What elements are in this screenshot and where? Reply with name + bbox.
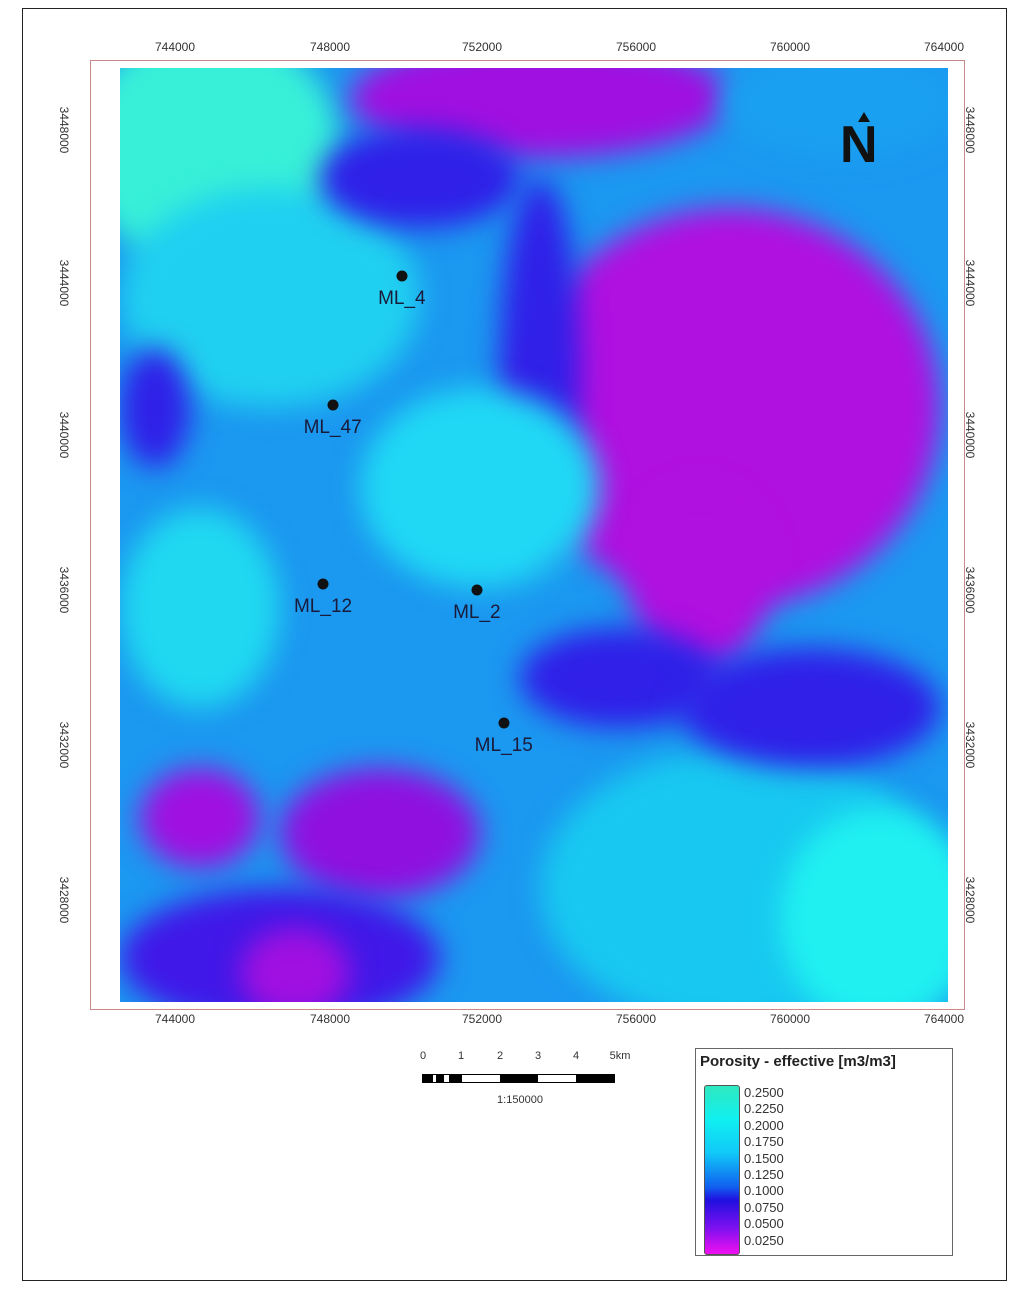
well-marker[interactable] [471,584,483,596]
north-label: N [840,116,878,174]
x-tick-label: 764000 [923,40,965,54]
high-porosity-zone [360,388,600,588]
y-tick-label: 3444000 [57,259,71,307]
legend-value: 0.0500 [744,1216,784,1232]
x-tick-label: 752000 [461,40,503,54]
low-porosity-zone [120,348,190,468]
x-tick-label: 756000 [615,40,657,54]
x-tick-label: 752000 [461,1012,503,1026]
mid-porosity-zone [720,68,948,158]
legend: Porosity - effective [m3/m3] 0.2500 0.225… [695,1048,953,1256]
x-tick-label: 756000 [615,1012,657,1026]
legend-value: 0.0250 [744,1232,784,1248]
axis-box [90,60,965,1010]
well-marker[interactable] [327,399,339,411]
color-bar [704,1085,740,1255]
well-label: ML_4 [378,288,426,310]
scale-label: 1 [457,1050,465,1062]
north-arrow-icon [858,112,870,122]
legend-value: 0.1750 [744,1134,784,1150]
y-tick-label: 3444000 [963,259,977,307]
legend-title: Porosity - effective [m3/m3] [700,1053,896,1070]
scale-label: 0 [419,1050,427,1062]
x-tick-label: 748000 [309,1012,351,1026]
well-marker[interactable] [317,578,329,590]
legend-value: 0.2250 [744,1101,784,1117]
y-tick-label: 3432000 [963,721,977,769]
y-tick-label: 3436000 [57,566,71,614]
scale-bar-graphic [422,1074,615,1083]
scale-label: 2 [496,1050,504,1062]
high-porosity-zone [120,508,280,708]
x-tick-label: 744000 [154,40,196,54]
legend-value: 0.1500 [744,1150,784,1166]
y-tick-label: 3440000 [57,411,71,459]
scale-label: 3 [534,1050,542,1062]
legend-value: 0.2000 [744,1117,784,1133]
y-tick-label: 3432000 [57,721,71,769]
y-tick-label: 3440000 [963,411,977,459]
y-tick-label: 3448000 [963,106,977,154]
x-tick-label: 744000 [154,1012,196,1026]
well-marker[interactable] [396,270,408,282]
legend-value: 0.1250 [744,1167,784,1182]
well-label: ML_2 [453,602,501,624]
legend-value: 0.0750 [744,1199,784,1215]
high-porosity-zone [780,808,948,1002]
x-tick-label: 760000 [769,1012,811,1026]
low-porosity-zone [280,768,480,898]
scale-label: 5km [609,1050,631,1062]
well-marker[interactable] [498,717,510,729]
figure-frame [22,8,1007,1281]
well-label: ML_47 [303,417,362,439]
scale-bar: 0 1 2 3 4 5km 1:150000 [419,1050,630,1110]
scale-label: 4 [572,1050,580,1062]
well-label: ML_12 [293,596,353,618]
low-porosity-zone [320,128,520,228]
x-tick-label: 760000 [769,40,811,54]
y-tick-label: 3448000 [57,106,71,154]
legend-value: 0.1000 [744,1183,784,1199]
porosity-map [120,68,948,1002]
y-tick-label: 3428000 [963,876,977,924]
low-porosity-zone [240,928,350,1002]
x-tick-label: 748000 [309,40,351,54]
well-label: ML_15 [474,734,533,756]
low-porosity-zone [140,768,260,868]
y-tick-label: 3436000 [963,566,977,614]
y-tick-label: 3428000 [57,876,71,924]
x-tick-label: 764000 [923,1012,965,1026]
low-porosity-zone [680,648,940,768]
scale-ratio: 1:150000 [497,1094,543,1106]
legend-value: 0.2500 [744,1085,784,1100]
